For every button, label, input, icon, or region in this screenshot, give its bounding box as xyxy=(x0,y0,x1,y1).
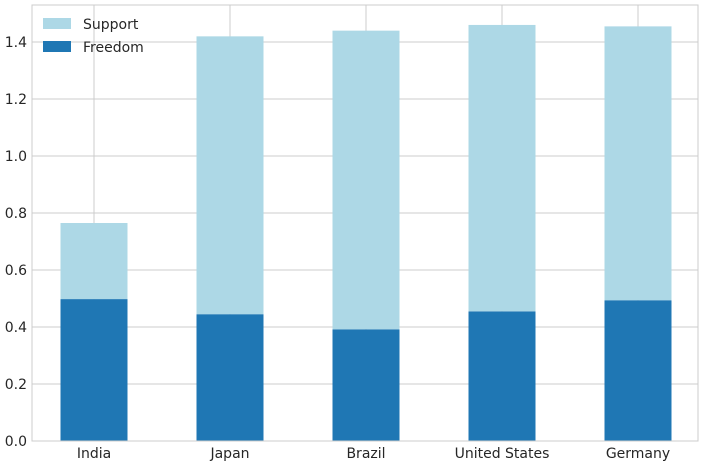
x-tick-label: Japan xyxy=(209,446,249,462)
plot-frame xyxy=(31,4,699,442)
bar-support xyxy=(604,26,672,301)
y-tick-label: 1.0 xyxy=(5,149,27,165)
y-tick-label: 0.8 xyxy=(5,206,27,222)
legend: Support Freedom xyxy=(43,17,144,56)
x-tick-label: Brazil xyxy=(346,446,385,462)
y-tick-label: 0.6 xyxy=(5,263,27,279)
bar-freedom xyxy=(468,311,536,441)
bar-freedom xyxy=(60,299,128,441)
y-tick-label: 0.0 xyxy=(5,434,27,450)
legend-swatch xyxy=(43,18,71,29)
x-tick-label: Germany xyxy=(606,446,670,462)
legend-label: Support xyxy=(83,17,139,33)
bar-freedom xyxy=(332,329,400,441)
bars xyxy=(60,24,672,441)
y-axis-ticks: 0.0 0.2 0.4 0.6 0.8 1.0 1.2 1.4 xyxy=(5,35,27,450)
x-axis-ticks: India Japan Brazil United States Germany xyxy=(77,446,670,462)
x-tick-label: United States xyxy=(455,446,550,462)
bar-freedom xyxy=(196,314,264,441)
bar-support xyxy=(332,30,400,330)
bar-support xyxy=(196,36,264,315)
bar-support xyxy=(60,223,128,300)
x-tick-label: India xyxy=(77,446,111,462)
y-tick-label: 0.2 xyxy=(5,377,27,393)
y-tick-label: 1.4 xyxy=(5,35,27,51)
y-tick-label: 1.2 xyxy=(5,92,27,108)
bar-freedom xyxy=(604,300,672,441)
legend-label: Freedom xyxy=(83,40,144,56)
y-tick-label: 0.4 xyxy=(5,320,27,336)
legend-swatch xyxy=(43,41,71,52)
bar-support xyxy=(468,24,536,312)
